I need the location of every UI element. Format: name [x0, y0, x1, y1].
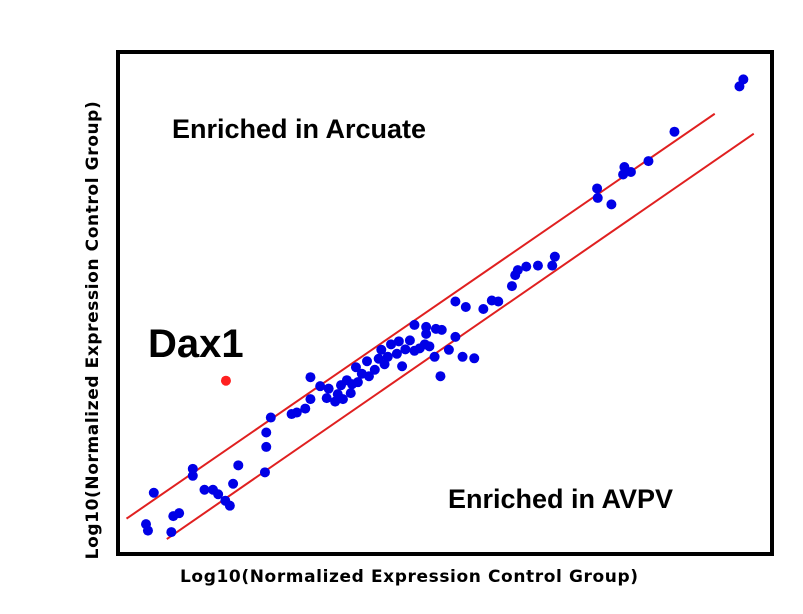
data-points — [141, 74, 749, 538]
data-point — [291, 407, 302, 418]
data-point — [606, 199, 617, 210]
annotation-enriched-avpv: Enriched in AVPV — [448, 484, 674, 514]
data-point — [386, 339, 397, 350]
data-point — [187, 470, 198, 481]
data-point — [187, 463, 198, 474]
data-point — [300, 403, 311, 414]
data-point — [435, 371, 446, 382]
data-point — [166, 527, 177, 538]
data-point — [460, 301, 471, 312]
data-point — [404, 335, 415, 346]
highlight-point-dax1 — [220, 375, 231, 386]
data-point — [457, 351, 468, 362]
data-point — [376, 344, 387, 355]
data-point — [345, 388, 356, 399]
data-point — [469, 353, 480, 364]
data-point — [592, 192, 603, 203]
data-point — [397, 361, 408, 372]
data-point — [429, 351, 440, 362]
data-point — [506, 281, 517, 292]
data-point — [265, 412, 276, 423]
data-point — [382, 351, 393, 362]
data-point — [421, 321, 432, 332]
annotation-enriched-arcuate: Enriched in Arcuate — [172, 114, 427, 144]
data-point — [450, 296, 461, 307]
data-point — [391, 348, 402, 359]
reference-line-upper — [125, 112, 716, 520]
x-axis-label: Log10(Normalized Expression Control Grou… — [180, 567, 639, 587]
data-point — [424, 341, 435, 352]
data-point — [259, 467, 270, 478]
data-point — [549, 251, 560, 262]
data-point — [409, 319, 420, 330]
data-point — [199, 484, 210, 495]
data-point — [224, 500, 235, 511]
data-point — [478, 303, 489, 314]
data-point — [213, 489, 224, 500]
data-point — [305, 372, 316, 383]
data-point — [625, 167, 636, 178]
y-axis-label: Log10(Normalized Expression Control Grou… — [83, 100, 103, 560]
data-point — [305, 394, 316, 405]
data-point — [521, 261, 532, 272]
data-point — [363, 371, 374, 382]
data-point — [618, 169, 629, 180]
data-point — [315, 381, 326, 392]
data-point — [450, 331, 461, 342]
data-point — [261, 441, 272, 452]
plot-frame — [116, 50, 774, 556]
data-point — [738, 74, 749, 85]
data-point — [393, 336, 404, 347]
data-point — [337, 394, 348, 405]
data-point — [261, 427, 272, 438]
data-point — [228, 478, 239, 489]
annotation-dax1: Dax1 — [148, 322, 244, 366]
data-point — [362, 356, 372, 367]
data-point — [379, 359, 390, 370]
data-point — [321, 393, 332, 404]
data-point — [643, 156, 654, 167]
data-point — [148, 487, 159, 498]
data-point — [142, 525, 153, 536]
data-point — [443, 344, 454, 355]
data-point — [512, 265, 523, 276]
data-point — [352, 377, 363, 388]
data-point — [400, 344, 411, 355]
data-point — [174, 508, 185, 519]
data-point — [669, 126, 680, 137]
data-point — [547, 260, 558, 271]
data-point — [350, 362, 361, 373]
data-point — [592, 183, 603, 194]
data-point — [532, 260, 543, 271]
data-point — [323, 383, 334, 394]
data-point — [369, 364, 380, 375]
data-point — [233, 460, 244, 471]
data-point — [493, 296, 504, 307]
data-point — [436, 324, 447, 335]
data-point — [421, 328, 432, 339]
